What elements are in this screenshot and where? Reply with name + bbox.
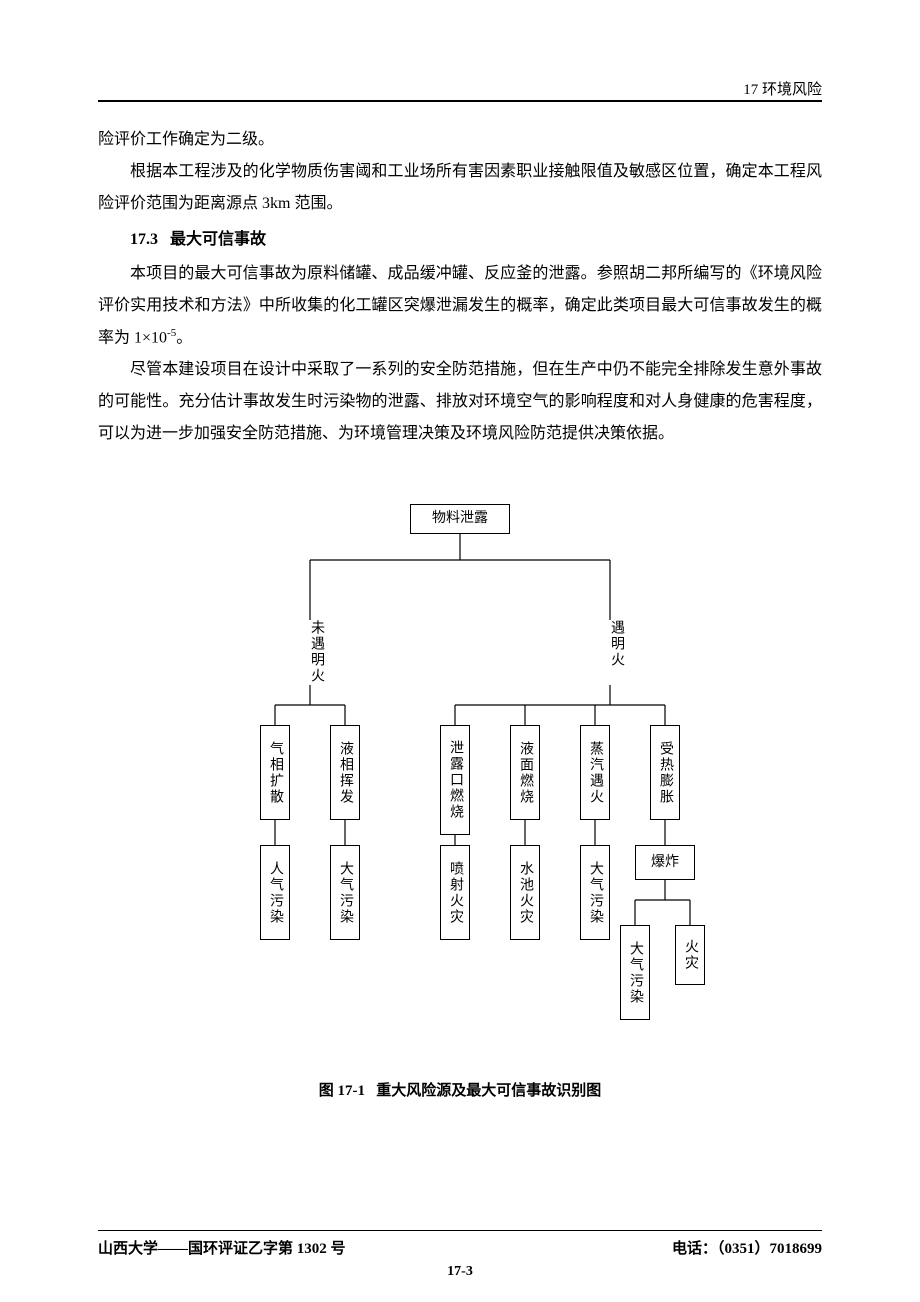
node-root: 物料泄露	[410, 504, 510, 534]
node-left-1: 液相挥发	[330, 725, 360, 820]
paragraph-1: 险评价工作确定为二级。	[98, 124, 822, 156]
node-right-0: 泄露口燃烧	[440, 725, 470, 835]
header-rule	[98, 100, 822, 102]
paragraph-3c: 。	[176, 329, 192, 346]
node-right-1: 液面燃烧	[510, 725, 540, 820]
footer-right: 电话：（0351）7018699	[672, 1237, 822, 1258]
subleaf-1: 火灾	[675, 925, 705, 985]
footer-rule	[98, 1230, 822, 1231]
header-chapter: 17 环境风险	[743, 78, 822, 99]
paragraph-3a: 本项目的最大可信事故为原料储罐、成品缓冲罐、反应釜的泄露。参照胡二邦所编写的《环…	[98, 265, 822, 346]
subleaf-0: 大气污染	[620, 925, 650, 1020]
paragraph-2: 根据本工程涉及的化学物质伤害阈和工业场所有害因素职业接触限值及敏感区位置，确定本…	[98, 156, 822, 220]
leaf-right-3: 爆炸	[635, 845, 695, 880]
leaf-left-1: 大气污染	[330, 845, 360, 940]
leaf-right-1: 水池火灾	[510, 845, 540, 940]
branch-label-left: 未遇明火	[302, 620, 330, 684]
footer: 山西大学——国环评证乙字第 1302 号 电话：（0351）7018699	[98, 1230, 822, 1258]
node-right-2: 蒸汽遇火	[580, 725, 610, 820]
superscript-exponent: -5	[167, 327, 176, 339]
node-left-0: 气相扩散	[260, 725, 290, 820]
leaf-right-2: 大气污染	[580, 845, 610, 940]
risk-tree-diagram: 物料泄露 未遇明火 遇明火 气相扩散 液相挥发 人气污染 大气污染 泄露口燃烧 …	[220, 500, 700, 1060]
figure-caption-prefix: 图 17-1	[319, 1083, 365, 1099]
footer-row: 山西大学——国环评证乙字第 1302 号 电话：（0351）7018699	[98, 1237, 822, 1258]
page-number: 17-3	[0, 1264, 920, 1280]
leaf-left-0: 人气污染	[260, 845, 290, 940]
section-heading: 17.3 最大可信事故	[98, 224, 822, 256]
section-number: 17.3	[130, 231, 158, 248]
footer-left: 山西大学——国环评证乙字第 1302 号	[98, 1237, 346, 1258]
paragraph-4: 尽管本建设项目在设计中采取了一系列的安全防范措施，但在生产中仍不能完全排除发生意…	[98, 354, 822, 450]
content-area: 险评价工作确定为二级。 根据本工程涉及的化学物质伤害阈和工业场所有害因素职业接触…	[98, 124, 822, 1106]
leaf-right-0: 喷射火灾	[440, 845, 470, 940]
paragraph-3: 本项目的最大可信事故为原料储罐、成品缓冲罐、反应釜的泄露。参照胡二邦所编写的《环…	[98, 258, 822, 354]
page: 17 环境风险 险评价工作确定为二级。 根据本工程涉及的化学物质伤害阈和工业场所…	[0, 0, 920, 1302]
figure-caption-text: 重大风险源及最大可信事故识别图	[376, 1083, 601, 1099]
node-right-3: 受热膨胀	[650, 725, 680, 820]
section-title: 最大可信事故	[170, 231, 266, 248]
figure-caption: 图 17-1 重大风险源及最大可信事故识别图	[98, 1076, 822, 1106]
branch-label-right: 遇明火	[602, 620, 630, 668]
